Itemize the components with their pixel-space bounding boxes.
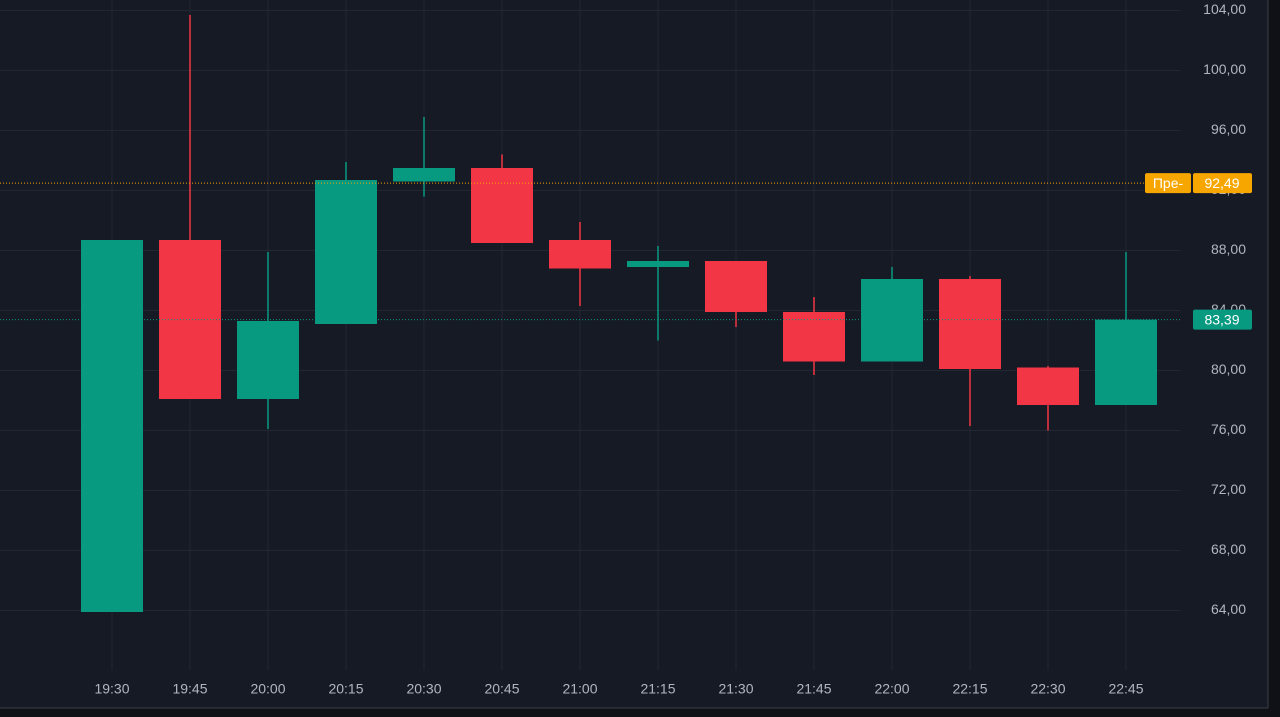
price-line-tag-label: Пре- xyxy=(1153,175,1184,191)
candle-body xyxy=(627,261,689,267)
price-badge xyxy=(1193,309,1252,330)
price-line-tag xyxy=(1145,173,1191,194)
candle-body xyxy=(393,168,455,182)
y-tick-label: 72,00 xyxy=(1211,481,1246,497)
candle-body xyxy=(783,312,845,362)
x-tick-label: 20:45 xyxy=(484,681,519,697)
y-tick-label: 76,00 xyxy=(1211,421,1246,437)
y-tick-label: 80,00 xyxy=(1211,361,1246,377)
x-tick-label: 21:15 xyxy=(640,681,675,697)
candle-body xyxy=(1095,319,1157,405)
y-tick-label: 100,00 xyxy=(1203,61,1246,77)
candle-body xyxy=(549,240,611,269)
price-badge xyxy=(1193,173,1252,194)
candle-body xyxy=(81,240,143,612)
y-tick-label: 88,00 xyxy=(1211,241,1246,257)
x-tick-label: 22:00 xyxy=(874,681,909,697)
y-tick-label: 104,00 xyxy=(1203,1,1246,17)
x-tick-label: 21:30 xyxy=(718,681,753,697)
candle-body xyxy=(705,261,767,312)
price-badge-label: 83,39 xyxy=(1204,311,1239,327)
x-tick-label: 19:30 xyxy=(94,681,129,697)
price-badge-label: 92,49 xyxy=(1204,175,1239,191)
x-tick-label: 20:30 xyxy=(406,681,441,697)
x-tick-label: 22:30 xyxy=(1030,681,1065,697)
candle-body xyxy=(1017,367,1079,405)
candle-body xyxy=(315,180,377,324)
candle-body xyxy=(861,279,923,362)
x-tick-label: 20:15 xyxy=(328,681,363,697)
x-tick-label: 21:45 xyxy=(796,681,831,697)
candle-body xyxy=(471,168,533,243)
y-tick-label: 64,00 xyxy=(1211,601,1246,617)
x-tick-label: 22:15 xyxy=(952,681,987,697)
x-tick-label: 19:45 xyxy=(172,681,207,697)
candle-body xyxy=(939,279,1001,369)
x-tick-label: 21:00 xyxy=(562,681,597,697)
x-tick-label: 22:45 xyxy=(1108,681,1143,697)
y-tick-label: 68,00 xyxy=(1211,541,1246,557)
candle-body xyxy=(237,321,299,399)
x-tick-label: 20:00 xyxy=(250,681,285,697)
y-tick-label: 96,00 xyxy=(1211,121,1246,137)
